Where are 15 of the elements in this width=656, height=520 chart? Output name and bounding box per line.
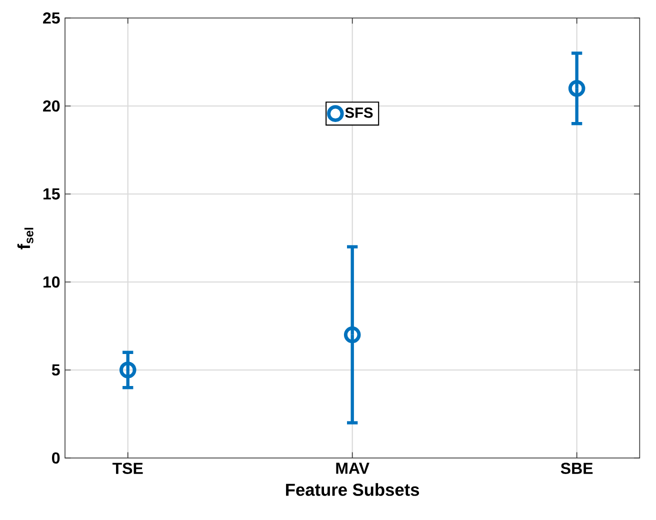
y-tick-label: 15 <box>44 188 60 200</box>
x-axis-title: Feature Subsets <box>286 483 420 496</box>
y-tick-label: 25 <box>43 12 60 24</box>
y-tick-label: 10 <box>44 276 60 288</box>
y-axis-title: f$_{sel}$ <box>17 228 34 250</box>
y-tick-label: 0 <box>52 452 60 464</box>
y-tick-label: 20 <box>43 100 60 112</box>
x-tick-label: TSE <box>112 462 143 474</box>
y-tick-label: 5 <box>52 364 60 376</box>
legend-label: SFS <box>345 107 373 118</box>
point <box>568 80 586 97</box>
point <box>344 326 361 344</box>
x-tick-label: MAV <box>336 462 370 474</box>
x-tick-label: SBE <box>560 462 593 474</box>
point <box>119 362 136 378</box>
